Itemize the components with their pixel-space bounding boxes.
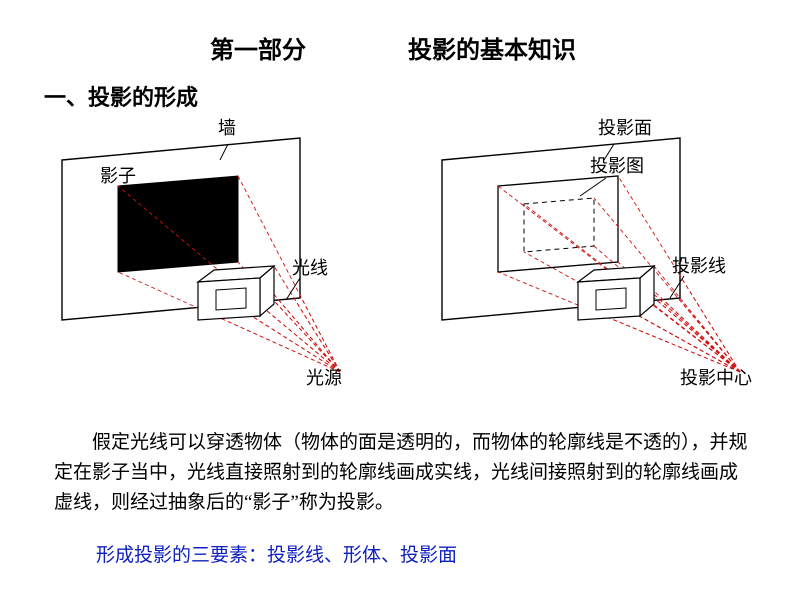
label-projection-center: 投影中心 (680, 364, 752, 390)
label-projection-figure: 投影图 (590, 152, 644, 178)
footer-elements: 形成投影的三要素：投影线、形体、投影面 (96, 540, 457, 567)
body-paragraph: 假定光线可以穿透物体（物体的面是透明的，而物体的轮廓线是不透的），并规定在影子当… (54, 428, 754, 518)
label-projection-plane: 投影面 (598, 114, 652, 140)
label-projection-ray: 投影线 (672, 252, 726, 278)
label-light-source: 光源 (306, 364, 342, 390)
label-wall: 墙 (218, 114, 236, 140)
label-shadow: 影子 (100, 162, 136, 188)
label-light-ray: 光线 (292, 254, 328, 280)
